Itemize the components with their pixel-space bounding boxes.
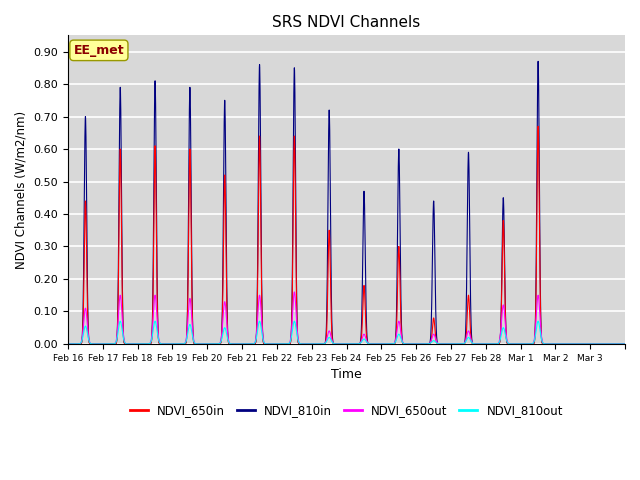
NDVI_650out [291, 289, 298, 295]
NDVI_650out [178, 341, 186, 347]
NDVI_810out [503, 337, 511, 343]
NDVI_650out [418, 341, 426, 347]
NDVI_650out [503, 335, 511, 340]
NDVI_810in [178, 341, 186, 347]
NDVI_650out [615, 341, 623, 347]
NDVI_810in [467, 315, 475, 321]
NDVI_650in [178, 341, 186, 347]
NDVI_650in [502, 336, 510, 342]
Line: NDVI_650in: NDVI_650in [68, 126, 625, 344]
NDVI_810in [536, 259, 544, 264]
NDVI_810out [116, 318, 124, 324]
NDVI_810out [179, 341, 186, 347]
Line: NDVI_810in: NDVI_810in [68, 61, 625, 344]
NDVI_650out [467, 337, 475, 343]
Line: NDVI_810out: NDVI_810out [68, 321, 625, 344]
Text: EE_met: EE_met [74, 44, 124, 57]
Legend: NDVI_650in, NDVI_810in, NDVI_650out, NDVI_810out: NDVI_650in, NDVI_810in, NDVI_650out, NDV… [125, 399, 568, 421]
Title: SRS NDVI Channels: SRS NDVI Channels [273, 15, 420, 30]
NDVI_810out [418, 341, 426, 347]
NDVI_810out [467, 338, 475, 344]
NDVI_810in [582, 341, 589, 347]
X-axis label: Time: Time [331, 368, 362, 381]
NDVI_650in [534, 123, 542, 129]
NDVI_650in [64, 341, 72, 347]
NDVI_810in [418, 341, 426, 347]
NDVI_650out [536, 314, 544, 320]
Line: NDVI_650out: NDVI_650out [68, 292, 625, 344]
NDVI_650in [536, 278, 544, 284]
NDVI_810out [608, 341, 616, 347]
NDVI_650in [615, 341, 623, 347]
NDVI_650out [64, 341, 72, 347]
NDVI_650in [418, 341, 426, 347]
NDVI_650out [621, 341, 629, 347]
NDVI_810out [621, 341, 629, 347]
NDVI_810out [615, 341, 623, 347]
NDVI_810in [621, 341, 629, 347]
Y-axis label: NDVI Channels (W/m2/nm): NDVI Channels (W/m2/nm) [15, 110, 28, 269]
NDVI_810in [534, 59, 542, 64]
NDVI_810out [536, 327, 544, 333]
NDVI_650in [621, 341, 629, 347]
NDVI_650out [602, 341, 609, 347]
NDVI_650in [467, 335, 475, 340]
NDVI_810out [64, 341, 72, 347]
NDVI_810in [502, 336, 510, 341]
NDVI_810in [64, 341, 72, 347]
NDVI_810in [615, 341, 623, 347]
NDVI_650in [582, 341, 589, 347]
